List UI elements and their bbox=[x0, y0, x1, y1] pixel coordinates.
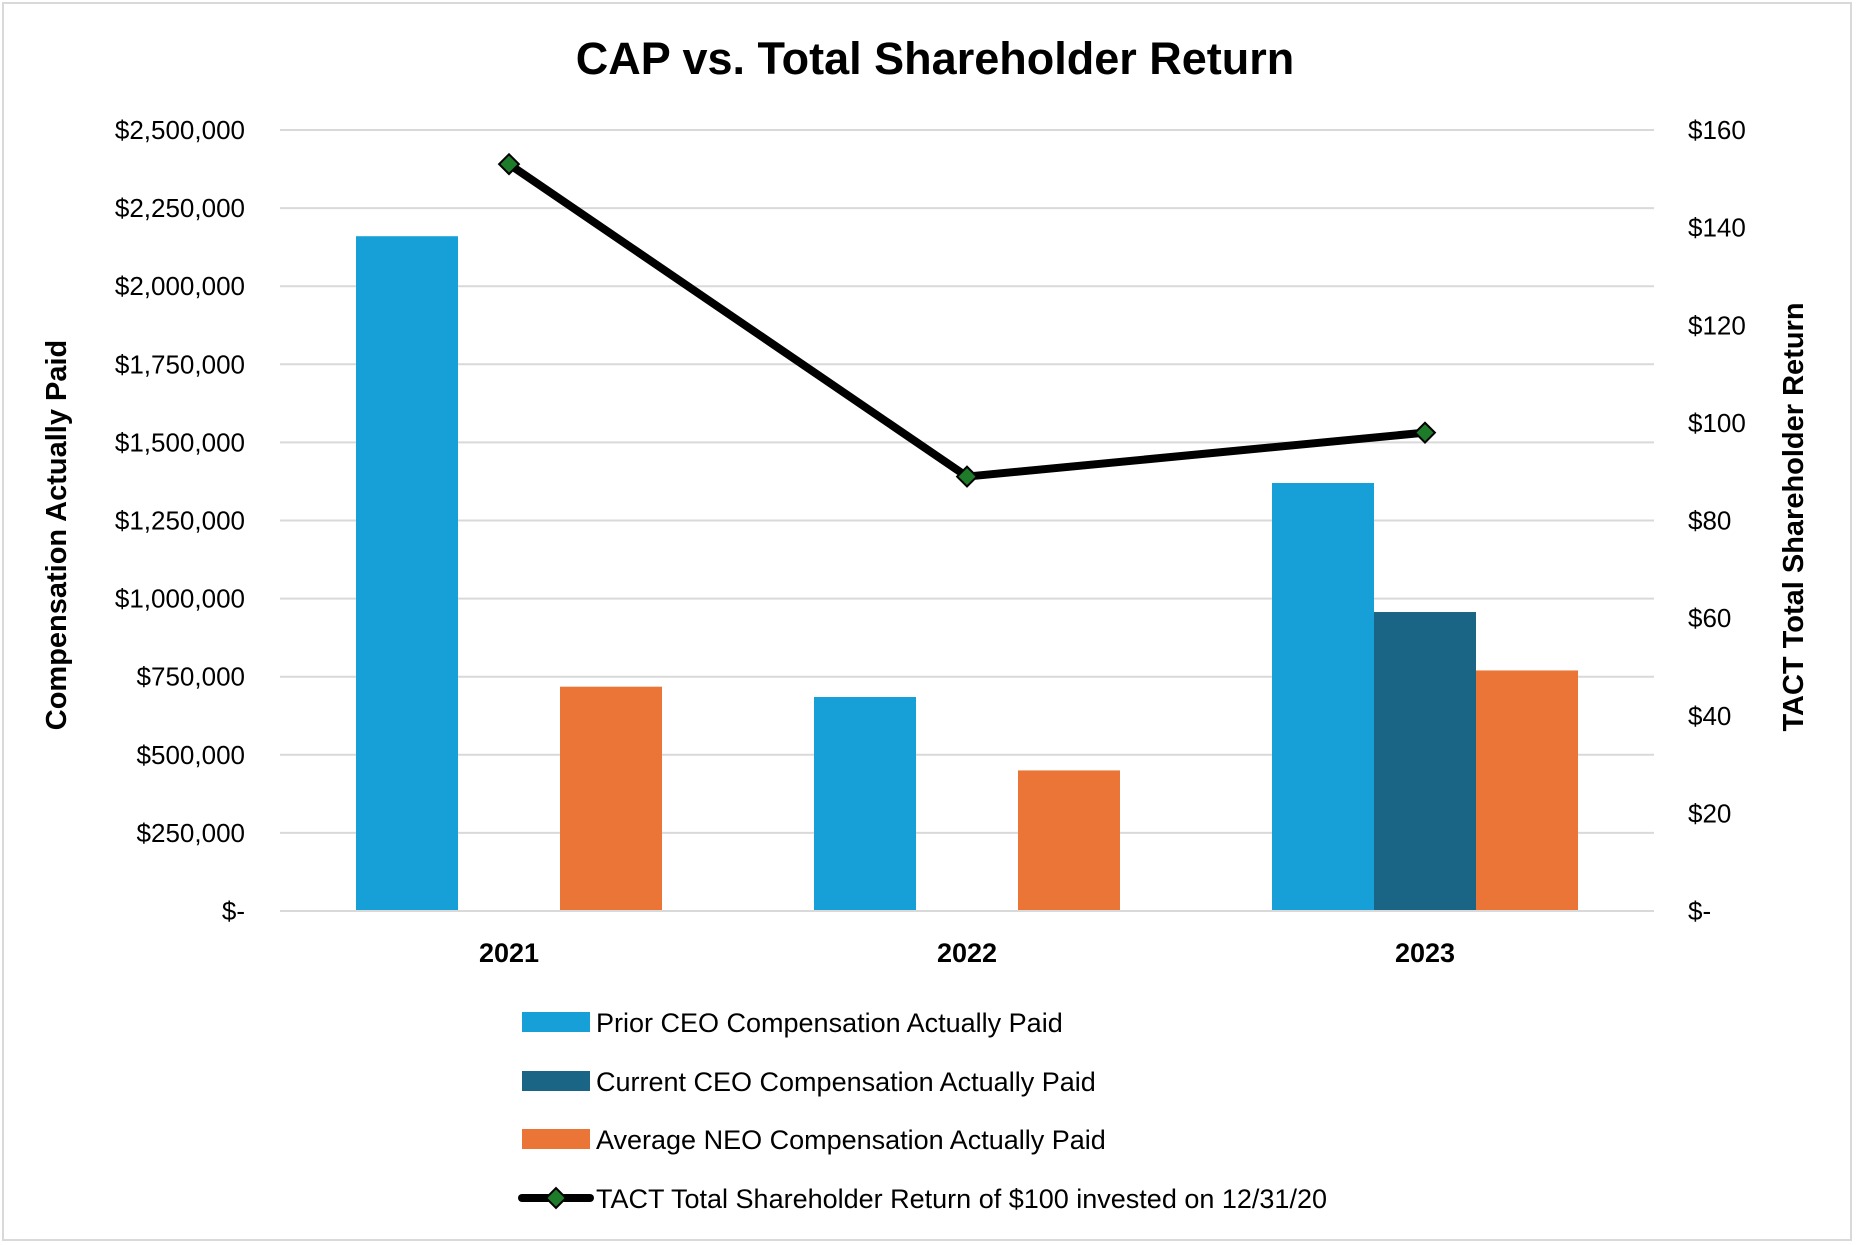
y-tick-label: $750,000 bbox=[137, 662, 245, 692]
legend-swatch-0 bbox=[522, 1012, 590, 1032]
y-tick-label: $250,000 bbox=[137, 818, 245, 848]
x-tick-label: 2022 bbox=[937, 938, 997, 968]
y-tick-label: $- bbox=[222, 896, 245, 926]
tsr-point-2022 bbox=[955, 465, 979, 488]
y2-tick-label: $140 bbox=[1688, 213, 1746, 243]
y-tick-label: $1,000,000 bbox=[115, 584, 245, 614]
y2-tick-label: $- bbox=[1688, 896, 1711, 926]
tsr-point-2023 bbox=[1413, 421, 1437, 444]
x-tick-label: 2023 bbox=[1395, 938, 1455, 968]
y2-tick-label: $20 bbox=[1688, 798, 1731, 828]
legend-swatch-2 bbox=[522, 1129, 590, 1149]
y-tick-label: $1,250,000 bbox=[115, 506, 245, 536]
y2-axis-title: TACT Total Shareholder Return bbox=[1778, 302, 1810, 731]
legend-label-3: TACT Total Shareholder Return of $100 in… bbox=[596, 1184, 1327, 1214]
y-tick-label: $500,000 bbox=[137, 740, 245, 770]
y-tick-label: $1,750,000 bbox=[115, 349, 245, 379]
y2-tick-label: $40 bbox=[1688, 701, 1731, 731]
legend-label-0: Prior CEO Compensation Actually Paid bbox=[596, 1008, 1063, 1038]
y2-tick-label: $160 bbox=[1688, 115, 1746, 145]
y-tick-label: $2,500,000 bbox=[115, 115, 245, 145]
bar-average-neo-compensation-actually-paid-2021 bbox=[560, 686, 662, 911]
bar-current-ceo-compensation-actually-paid-2023 bbox=[1374, 612, 1476, 911]
tsr-line bbox=[506, 160, 1426, 481]
bar-prior-ceo-compensation-actually-paid-2022 bbox=[814, 697, 916, 911]
legend-line-marker bbox=[544, 1186, 568, 1210]
bar-prior-ceo-compensation-actually-paid-2021 bbox=[356, 236, 458, 911]
bar-average-neo-compensation-actually-paid-2022 bbox=[1018, 770, 1120, 911]
legend-swatch-1 bbox=[522, 1071, 590, 1091]
y2-tick-label: $60 bbox=[1688, 603, 1731, 633]
y2-tick-label: $120 bbox=[1688, 310, 1746, 340]
bar-average-neo-compensation-actually-paid-2023 bbox=[1476, 670, 1578, 911]
y-tick-label: $2,250,000 bbox=[115, 193, 245, 223]
legend-label-2: Average NEO Compensation Actually Paid bbox=[596, 1125, 1106, 1155]
tsr-point-2021 bbox=[497, 152, 521, 176]
y-tick-label: $2,000,000 bbox=[115, 271, 245, 301]
chart-title: CAP vs. Total Shareholder Return bbox=[576, 33, 1294, 84]
y-axis-title: Compensation Actually Paid bbox=[41, 340, 73, 731]
bar-prior-ceo-compensation-actually-paid-2023 bbox=[1272, 483, 1374, 911]
legend-label-1: Current CEO Compensation Actually Paid bbox=[596, 1067, 1096, 1097]
x-tick-label: 2021 bbox=[479, 938, 539, 968]
y-tick-label: $1,500,000 bbox=[115, 427, 245, 457]
y2-tick-label: $80 bbox=[1688, 506, 1731, 536]
y2-tick-label: $100 bbox=[1688, 408, 1746, 438]
